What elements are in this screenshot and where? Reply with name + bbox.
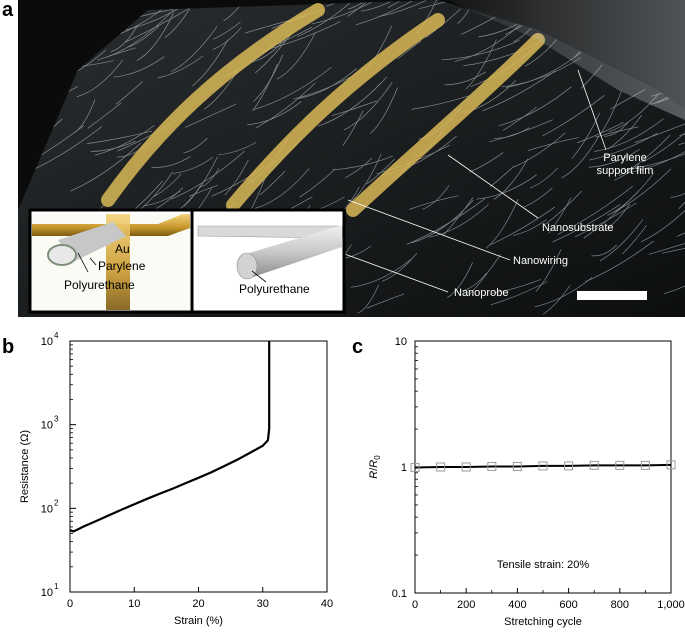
- relative-resistance-line: [414, 463, 672, 469]
- x-tick-label: 400: [508, 599, 526, 611]
- nanowiring-strips: [101, 3, 545, 217]
- y-tick-label: 10: [395, 336, 407, 348]
- data-point-square: [589, 460, 599, 470]
- plot-frame: [69, 340, 328, 593]
- data-point-square: [512, 461, 522, 471]
- y-axis-label: R/R0: [368, 455, 382, 479]
- x-tick-label: 600: [559, 599, 577, 611]
- x-tick-label: 0: [412, 599, 418, 611]
- panel-label-a: a: [2, 0, 14, 21]
- y-tick-exponent: 1: [54, 582, 59, 591]
- y-tick-label: 10: [41, 587, 53, 599]
- data-point-square: [487, 461, 497, 471]
- parylene-support-film: [448, 0, 685, 120]
- callout-parylene-support: Parylene support film: [580, 152, 670, 178]
- data-point-square: [410, 463, 420, 473]
- x-axis-label: Stretching cycle: [504, 616, 582, 628]
- x-tick-label: 200: [457, 599, 475, 611]
- y-tick-label: 10: [41, 420, 53, 432]
- inset-label-polyurethane-left: Polyurethane: [64, 278, 135, 292]
- y-tick-label: 0.1: [392, 588, 407, 600]
- y-tick-label: 1: [401, 462, 407, 474]
- x-tick-label: 10: [128, 598, 140, 610]
- data-point-square: [615, 460, 625, 470]
- inset-right-drawing: [194, 214, 343, 310]
- y-tick-exponent: 4: [54, 331, 59, 340]
- y-axis-label: Resistance (Ω): [19, 430, 31, 503]
- data-point-square: [666, 460, 676, 470]
- callout-parylene-support-line1: Parylene: [603, 152, 647, 164]
- inset-label-parylene: Parylene: [98, 259, 146, 273]
- x-tick-label: 0: [67, 598, 73, 610]
- resistance-curve: [69, 341, 271, 533]
- inset-label-polyurethane-right: Polyurethane: [239, 282, 310, 296]
- x-tick-label: 30: [257, 598, 269, 610]
- y-tick-label: 10: [41, 503, 53, 515]
- panel-label-c: c: [352, 336, 364, 358]
- x-tick-label: 20: [192, 598, 204, 610]
- panel-label-b: b: [2, 336, 15, 358]
- data-point-square: [564, 461, 574, 471]
- x-tick-label: 800: [611, 599, 629, 611]
- callout-nanosubstrate: Nanosubstrate: [542, 222, 614, 234]
- chart-relative-resistance-vs-cycle: 0 200 400 600 800 1,000 0.1 1 10 Stretching cycle…: [368, 336, 685, 628]
- callout-parylene-support-line2: support film: [596, 165, 654, 177]
- chart-annotation: Tensile strain: 20%: [497, 559, 590, 571]
- device-photo: [18, 0, 685, 317]
- callout-nanoprobe: Nanoprobe: [454, 287, 509, 299]
- y-tick-exponent: 3: [54, 415, 59, 424]
- data-point-square: [436, 462, 446, 472]
- data-point-square: [538, 461, 548, 471]
- data-point-square: [461, 462, 471, 472]
- callout-nanowiring: Nanowiring: [513, 255, 569, 267]
- x-tick-label: 1,000: [657, 599, 685, 611]
- x-axis-label: Strain (%): [174, 615, 223, 627]
- data-point-square: [640, 460, 650, 470]
- y-tick-label: 10: [41, 336, 53, 348]
- x-tick-label: 40: [321, 598, 333, 610]
- y-tick-exponent: 2: [54, 498, 59, 507]
- device-photo-panel: Parylene support film Nanosubstrate Nano…: [18, 0, 685, 317]
- scale-bar: [577, 291, 647, 300]
- inset-label-au: Au: [115, 242, 130, 256]
- inset-left-drawing: [32, 214, 190, 310]
